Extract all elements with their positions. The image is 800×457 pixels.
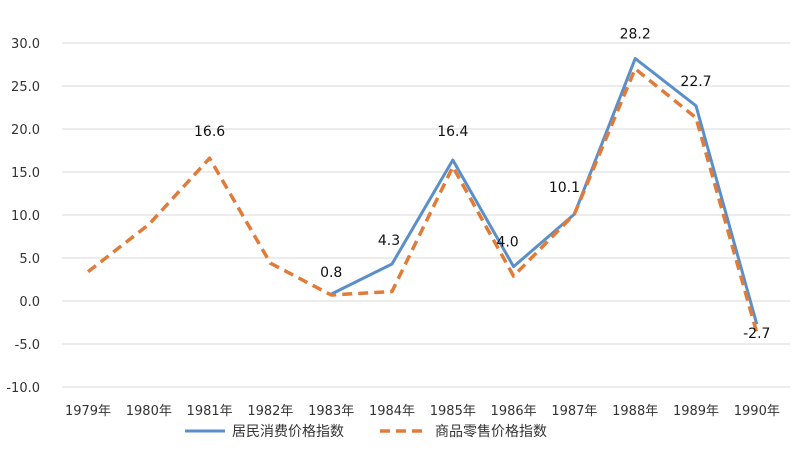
legend-label-cpi: 居民消费价格指数 (232, 424, 344, 440)
x-tick-label: 1990年 (734, 404, 780, 419)
x-tick-label: 1986年 (491, 404, 537, 419)
y-tick-label: 25.0 (11, 80, 40, 95)
y-tick-label: 10.0 (11, 209, 40, 224)
legend: 居民消费价格指数 商品零售价格指数 (185, 424, 547, 440)
y-tick-label: 30.0 (11, 37, 40, 52)
data-label: -2.7 (743, 326, 770, 342)
x-tick-label: 1979年 (65, 404, 111, 419)
x-tick-label: 1982年 (247, 404, 293, 419)
data-label: 4.3 (378, 233, 400, 249)
data-label: 0.8 (320, 265, 342, 281)
y-tick-label: 0.0 (19, 295, 40, 310)
x-tick-label: 1980年 (126, 404, 172, 419)
x-tick-label: 1983年 (308, 404, 354, 419)
data-label: 28.2 (620, 26, 651, 42)
y-tick-label: 5.0 (19, 252, 40, 267)
data-label: 4.0 (496, 235, 518, 251)
gridlines (62, 42, 790, 388)
legend-label-retail: 商品零售价格指数 (435, 424, 547, 440)
x-tick-label: 1984年 (369, 404, 415, 419)
y-tick-label: -10.0 (6, 381, 40, 396)
x-tick-label: 1989年 (673, 404, 719, 419)
y-tick-label: 20.0 (11, 123, 40, 138)
x-tick-label: 1987年 (551, 404, 597, 419)
x-axis: 1979年 1980年 1981年 1982年 1983年 1984年 1985年 1986年… (65, 404, 780, 419)
y-tick-label: 15.0 (11, 166, 40, 181)
series-line-cpi (330, 57, 759, 325)
data-label: 10.1 (549, 180, 580, 196)
x-tick-label: 1981年 (187, 404, 233, 419)
data-label: 22.7 (680, 74, 711, 90)
data-labels: 0.8 4.3 16.4 4.0 10.1 28.2 22.7 -2.7 16.6 (194, 26, 770, 342)
x-tick-label: 1988年 (612, 404, 658, 419)
y-axis: 30.0 25.0 20.0 15.0 10.0 5.0 0.0 -5.0 -10.0 (6, 37, 40, 396)
data-label: 16.4 (437, 124, 468, 140)
y-tick-label: -5.0 (15, 338, 40, 353)
series-line-retail (86, 67, 759, 334)
x-tick-label: 1985年 (430, 404, 476, 419)
series-lines (86, 57, 759, 334)
data-label: 16.6 (194, 124, 225, 140)
